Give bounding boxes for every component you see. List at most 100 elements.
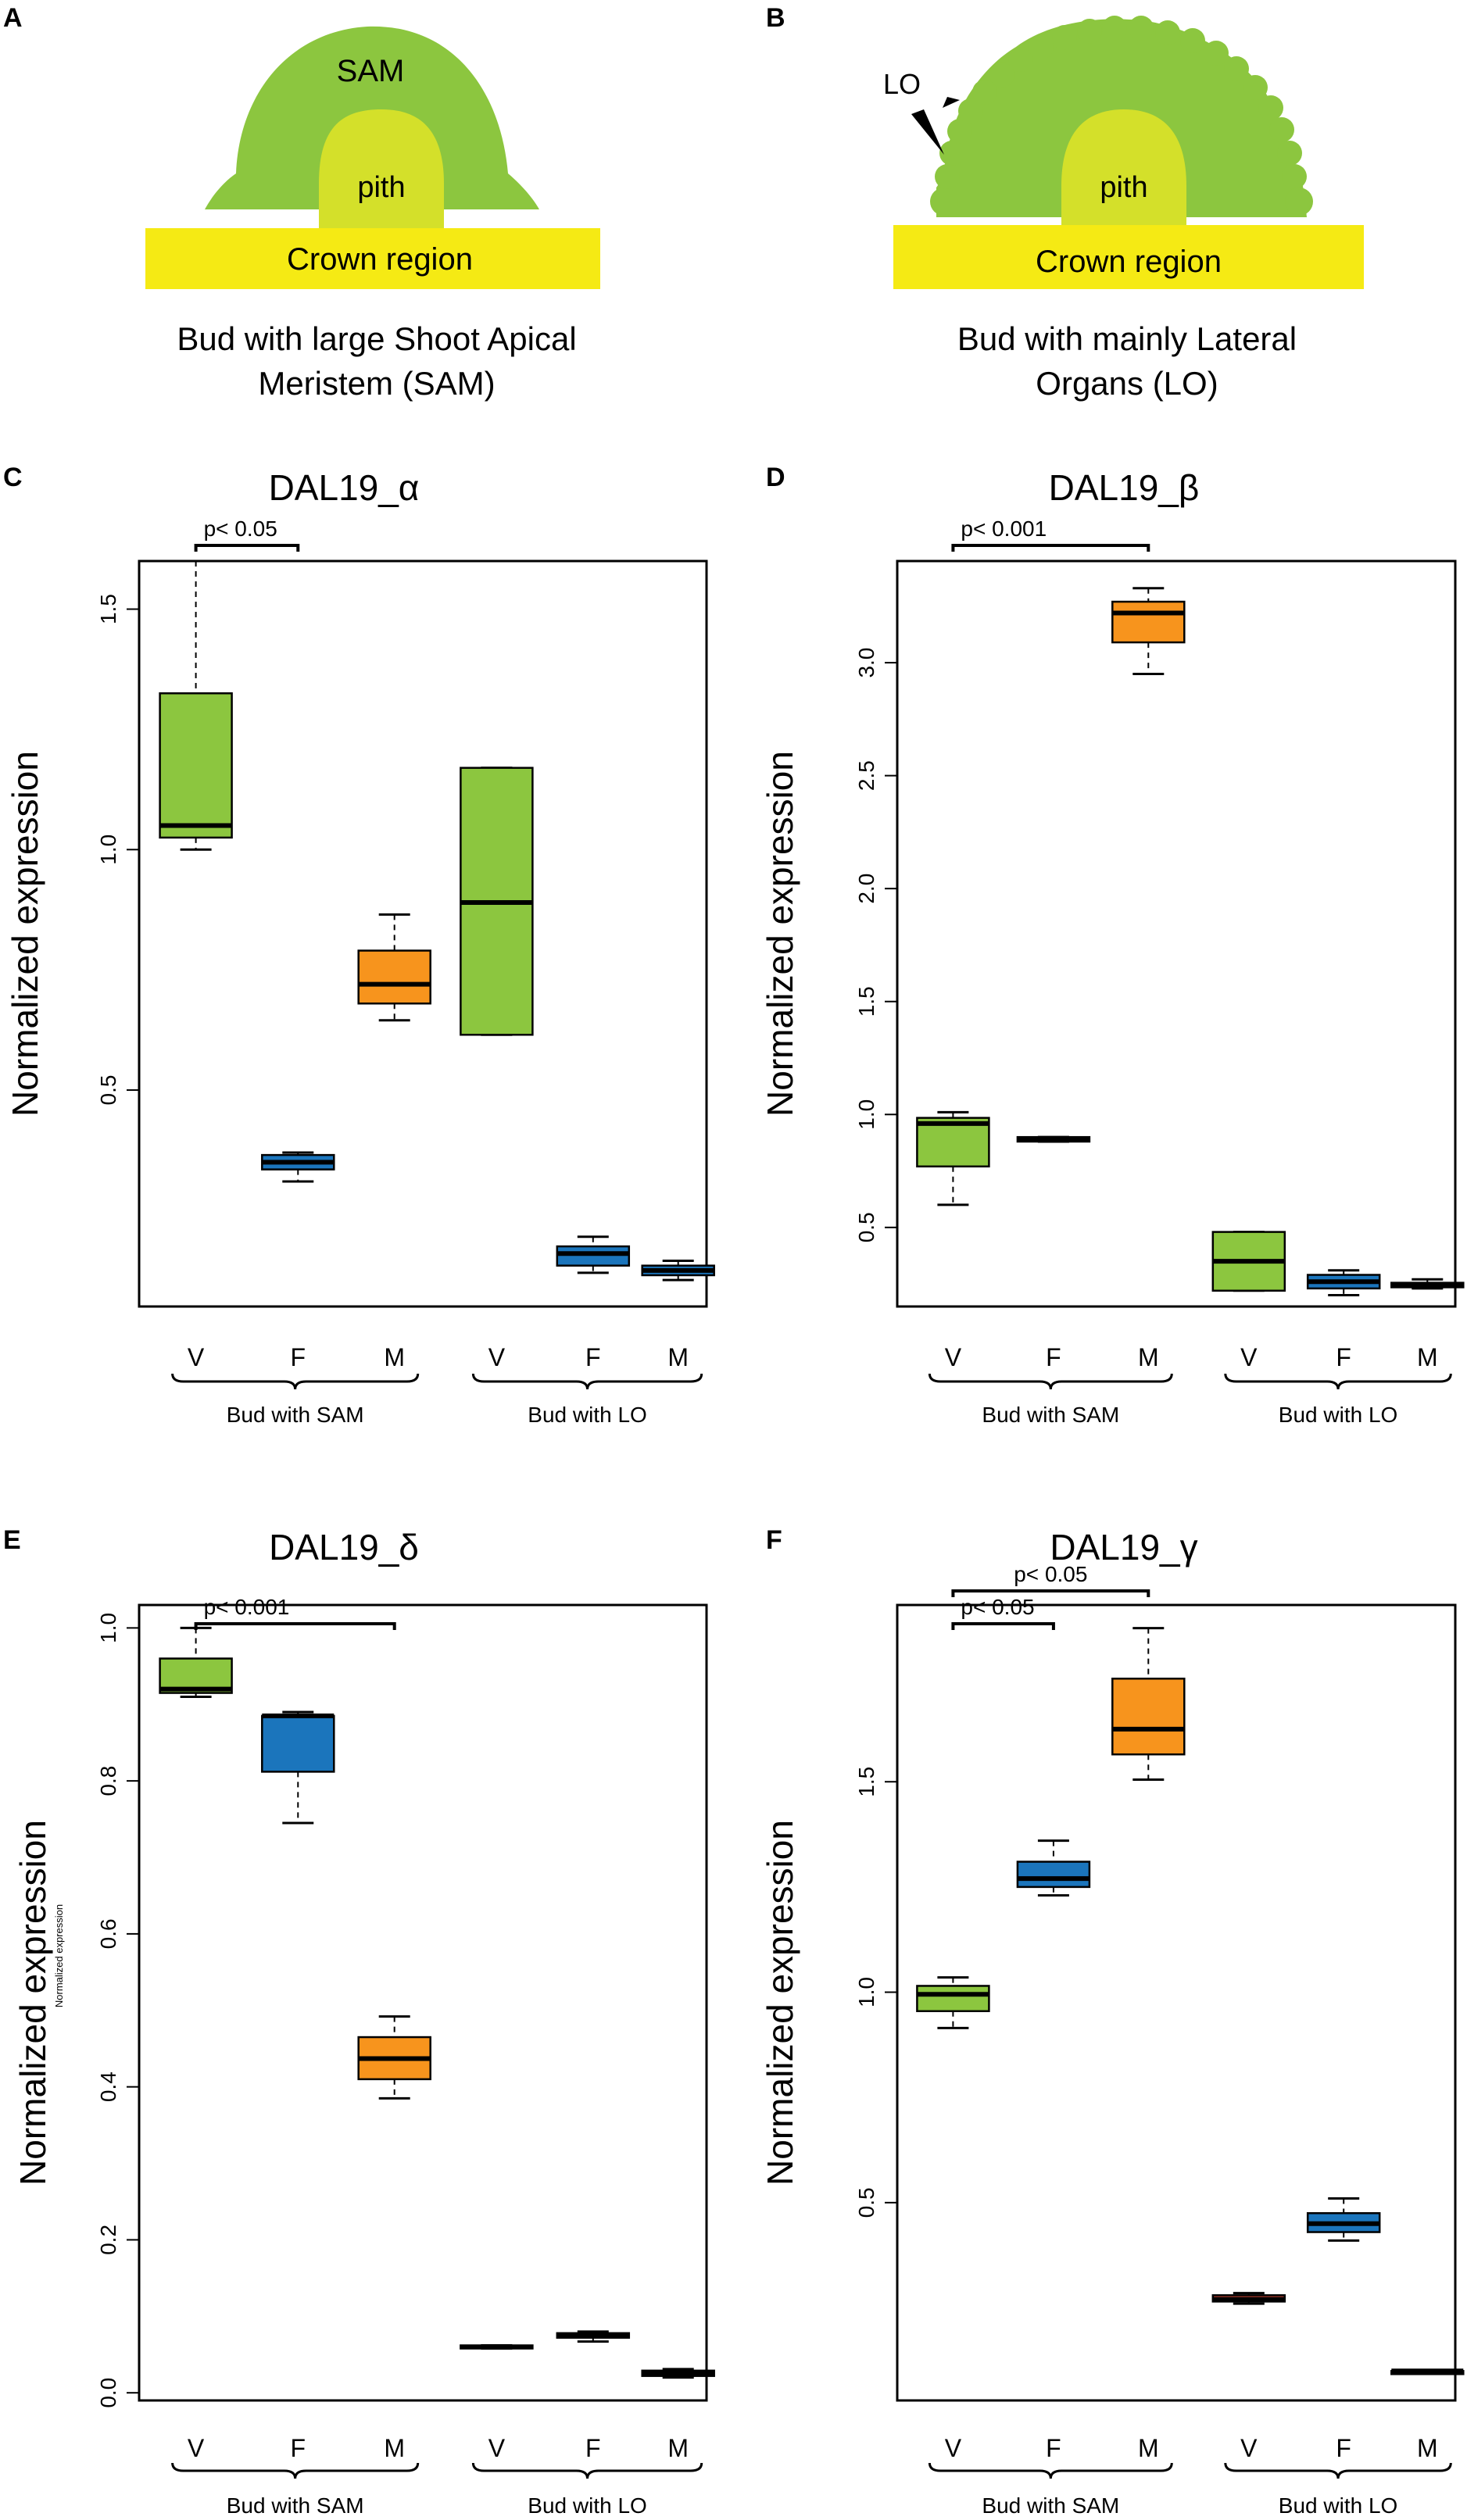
x-tick-label: V	[488, 2434, 506, 2462]
box-1	[916, 1110, 990, 1206]
x-tick-label: V	[188, 2434, 205, 2462]
box-3	[1111, 1627, 1186, 1782]
box-2	[1016, 1839, 1091, 1897]
plot-frame	[138, 1603, 708, 2402]
chart-panel-f: F DAL19_γ 0.5 1.0 1.5 Normalized expression V F…	[760, 1525, 1465, 2518]
x-tick-label: V	[1240, 2434, 1258, 2462]
significance-bracket	[194, 1622, 396, 1630]
box-2	[261, 1710, 335, 1825]
x-tick-label: F	[1336, 1343, 1351, 1371]
box-body	[916, 1985, 990, 2013]
y-tick-label: 1.5	[96, 594, 120, 624]
lo-pith-shape	[1061, 109, 1186, 228]
box-4	[460, 767, 534, 1036]
significance-label: p< 0.001	[204, 1595, 290, 1619]
x-tick-label: M	[384, 1343, 405, 1371]
group-brace	[928, 2462, 1173, 2479]
group-label: Bud with LO	[1279, 2493, 1398, 2518]
significance-label: p< 0.05	[1014, 1562, 1087, 1586]
group-label: Bud with LO	[528, 1403, 647, 1427]
group-brace	[1224, 1373, 1452, 1390]
y-tick-label: 1.0	[854, 1977, 878, 2007]
y-tick-label: 0.8	[96, 1766, 120, 1796]
x-tick-label: M	[667, 2434, 689, 2462]
y-axis-label: Normalized expression	[760, 751, 800, 1117]
x-tick-label: M	[1138, 2434, 1159, 2462]
sam-pith-shape	[319, 109, 444, 228]
group-label: Bud with SAM	[227, 1403, 364, 1427]
y-tick-label: 1.0	[854, 1099, 878, 1130]
panel-letter-b: B	[766, 3, 785, 33]
group-brace	[1224, 2462, 1452, 2479]
x-tick-label: V	[188, 1343, 205, 1371]
panel-letter: F	[766, 1525, 782, 1555]
x-tick-label: M	[1417, 2434, 1438, 2462]
y-tick-label: 0.5	[96, 1075, 120, 1106]
box-body	[159, 692, 233, 839]
chart-panel-d: D DAL19_β 0.5 1.0 1.5 2.0 2.5 3.0 Normalized exp…	[760, 463, 1465, 1427]
y-tick-label: 0.2	[96, 2225, 120, 2255]
crown-region-label-b: Crown region	[1036, 245, 1222, 279]
pith-label-b: pith	[1100, 171, 1147, 204]
group-brace	[471, 1373, 703, 1390]
x-tick-label: V	[488, 1343, 506, 1371]
chart-panel-c: C DAL19_α 0.5 1.0 1.5 Normalized expression V F…	[3, 463, 715, 1427]
box-5	[556, 1235, 631, 1274]
x-tick-label: F	[1336, 2434, 1351, 2462]
chart-title: DAL19_α	[269, 467, 420, 508]
box-body	[1111, 600, 1186, 644]
box-2	[1016, 1135, 1091, 1143]
chart-title: DAL19_γ	[1050, 1527, 1197, 1567]
x-tick-label: M	[667, 1343, 689, 1371]
plot-frame	[896, 559, 1457, 1308]
y-tick-label: 1.0	[96, 1613, 120, 1643]
caption-a-line1: Bud with large Shoot Apical	[177, 320, 576, 357]
x-tick-label: F	[585, 1343, 601, 1371]
x-tick-label: F	[1046, 2434, 1061, 2462]
y-tick-label: 1.5	[854, 986, 878, 1017]
box-4	[460, 2344, 534, 2350]
crown-region-label-a: Crown region	[287, 242, 473, 277]
lo-label: LO	[883, 68, 921, 100]
box-6	[1390, 1278, 1465, 1290]
chart-title: DAL19_β	[1049, 467, 1200, 508]
group-brace	[471, 2462, 703, 2479]
group-label: Bud with SAM	[982, 1403, 1119, 1427]
box-4	[1211, 2292, 1286, 2305]
pith-label-a: pith	[357, 171, 405, 204]
y-tick-label: 3.0	[854, 648, 878, 678]
x-tick-label: F	[1046, 1343, 1061, 1371]
significance-bracket	[951, 544, 1150, 552]
lo-arrowhead-lower	[911, 109, 944, 155]
y-tick-label: 2.0	[854, 874, 878, 904]
group-label: Bud with SAM	[982, 2493, 1119, 2518]
y-axis-label: Normalized expression	[760, 1820, 800, 2186]
panel-letter: D	[766, 463, 785, 492]
y-axis-label: Normalized expression	[13, 1820, 53, 2186]
group-label: Bud with LO	[528, 2493, 647, 2518]
box-3	[357, 2015, 431, 2100]
box-5	[1306, 1269, 1381, 1297]
group-label: Bud with SAM	[227, 2493, 364, 2518]
panel-letter-a: A	[3, 3, 23, 33]
box-body	[556, 1245, 631, 1267]
box-body	[916, 1117, 990, 1168]
caption-b-line1: Bud with mainly Lateral	[957, 320, 1297, 357]
panel-b: B LO pith Crown region Bud with mainly L…	[766, 3, 1364, 402]
box-5	[1306, 2197, 1381, 2242]
sam-label: SAM	[337, 54, 405, 88]
y-tick-label: 1.5	[854, 1767, 878, 1797]
box-body	[1111, 1678, 1186, 1756]
caption-a-line2: Meristem (SAM)	[258, 365, 495, 402]
y-tick-label: 0.4	[96, 2071, 120, 2102]
y-axis-label-small: Normalized expression	[53, 1904, 65, 2007]
significance-bracket	[194, 544, 300, 552]
chart-title: DAL19_δ	[269, 1527, 419, 1567]
y-axis-label: Normalized expression	[5, 751, 45, 1117]
x-tick-label: V	[945, 1343, 962, 1371]
plot-frame	[896, 1603, 1457, 2402]
panel-letter: E	[3, 1525, 21, 1555]
significance-label: p< 0.05	[204, 517, 277, 541]
y-tick-label: 0.5	[854, 1212, 878, 1242]
